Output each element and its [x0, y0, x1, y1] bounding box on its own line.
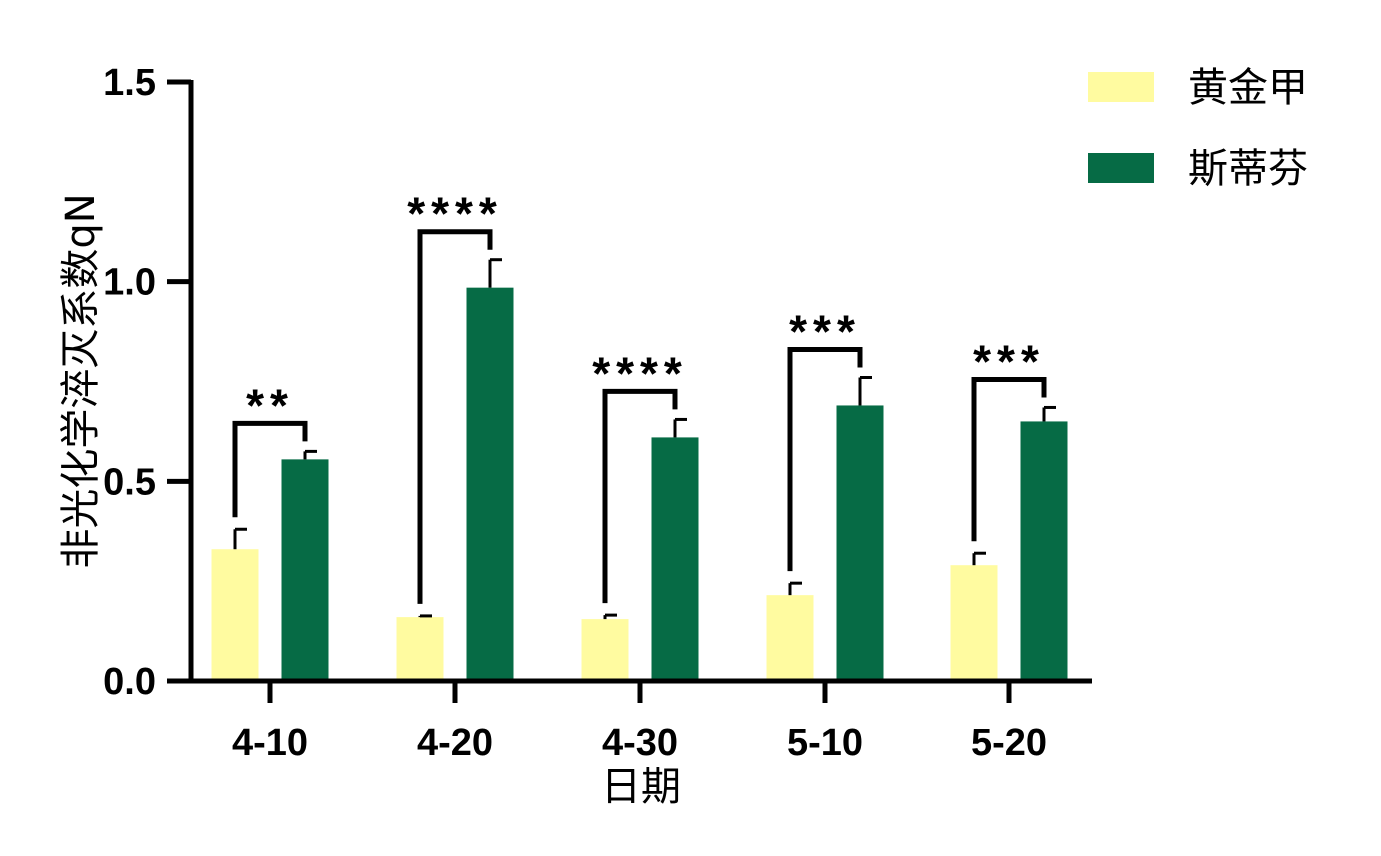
significance-layer: ****************: [232, 188, 1047, 604]
legend-swatch-huangjinjia: [1088, 72, 1154, 102]
y-tick-label: 0.0: [103, 661, 156, 703]
x-category-label: 4-30: [602, 722, 678, 764]
y-tick-label: 1.0: [103, 262, 156, 304]
bar-sidifen-4-20: [466, 287, 514, 681]
bar-huangjinjia-5-10: [766, 595, 814, 681]
bar-sidifen-4-10: [281, 459, 329, 681]
significance-bracket: [787, 347, 863, 572]
legend-label-huangjinjia: 黄金甲: [1188, 65, 1308, 111]
x-category-label: 5-20: [971, 722, 1047, 764]
legend: 黄金甲 斯蒂芬: [1088, 65, 1308, 192]
x-category-label: 4-10: [232, 722, 308, 764]
y-axis-title: 非光化学淬灭系数qN: [58, 193, 104, 568]
x-category-labels: 4-10 4-20 4-30 5-10 5-20: [232, 681, 1047, 764]
significance-label: ***: [973, 335, 1045, 387]
x-category-label: 5-10: [787, 722, 863, 764]
y-tick-label: 1.5: [103, 62, 156, 104]
bar-huangjinjia-4-30: [581, 619, 629, 681]
significance-bracket: [971, 376, 1047, 542]
y-tick-label: 0.5: [103, 461, 156, 503]
significance-label: ****: [592, 347, 688, 399]
bar-sidifen-5-10: [836, 405, 884, 681]
bar-sidifen-5-20: [1020, 421, 1068, 681]
significance-label: ****: [407, 188, 503, 240]
significance-label: ***: [789, 306, 861, 358]
x-axis-title: 日期: [601, 764, 681, 810]
legend-swatch-sidifen: [1088, 153, 1154, 183]
bar-sidifen-4-30: [651, 437, 699, 681]
bars-layer: [211, 287, 1068, 681]
bar-huangjinjia-4-10: [211, 549, 259, 681]
bar-huangjinjia-4-20: [396, 617, 444, 681]
error-bars-layer: [233, 258, 1056, 620]
x-category-label: 4-20: [417, 722, 493, 764]
y-ticks-layer: 0.0 0.5 1.0 1.5: [103, 62, 191, 703]
significance-bracket: [232, 420, 308, 518]
significance-label: **: [246, 379, 294, 431]
significance-bracket: [417, 229, 493, 604]
bar-huangjinjia-5-20: [950, 565, 998, 681]
legend-label-sidifen: 斯蒂芬: [1188, 146, 1308, 192]
significance-bracket: [602, 388, 678, 604]
